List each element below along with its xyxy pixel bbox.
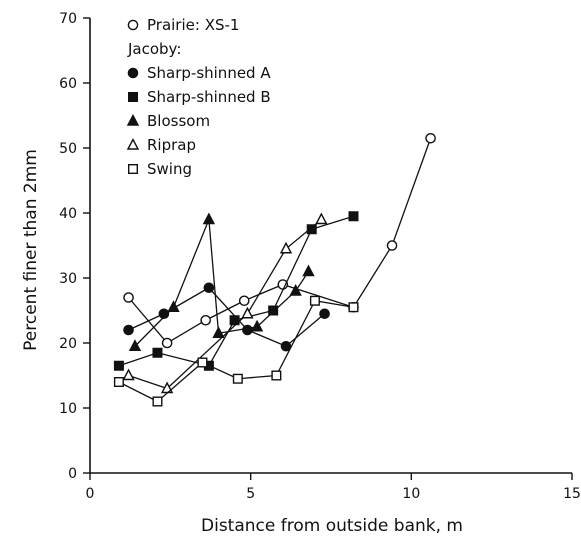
data-point — [241, 306, 254, 319]
y-tick-label: 60 — [59, 76, 77, 92]
legend-item: Riprap — [126, 136, 196, 154]
data-point — [229, 315, 240, 326]
y-tick-label: 40 — [59, 206, 77, 222]
data-point — [203, 282, 215, 294]
y-axis-label: Percent finer than 2mm — [21, 149, 41, 351]
legend-marker — [127, 91, 138, 102]
legend-group-label: Jacoby: — [127, 40, 181, 58]
legend-label: Prairie: XS-1 — [147, 16, 239, 34]
data-point — [425, 132, 436, 144]
legend-label: Sharp-shinned A — [147, 64, 271, 82]
tick-marks: 0 10 20 30 40 50 60 70 0 5 10 15 — [59, 11, 581, 502]
data-point — [306, 224, 317, 235]
legend-item: Blossom — [126, 112, 210, 130]
y-tick-label: 70 — [59, 11, 77, 27]
data-point — [250, 319, 264, 332]
legend: Prairie: XS-1 Jacoby: Sharp-shinned A Sharp… — [126, 16, 271, 178]
y-tick-label: 50 — [59, 141, 77, 157]
data-point — [302, 264, 315, 277]
legend-item: Swing — [127, 160, 192, 178]
data-point — [268, 305, 279, 316]
series-2 — [123, 282, 330, 352]
data-point — [152, 347, 163, 358]
series-6 — [113, 295, 359, 407]
x-tick-label: 15 — [563, 486, 581, 502]
legend-marker — [127, 67, 139, 79]
data-point — [280, 340, 292, 352]
y-tick-label: 20 — [59, 336, 77, 352]
data-point — [232, 373, 243, 384]
legend-label: Sharp-shinned B — [147, 88, 271, 106]
data-point — [348, 211, 359, 222]
series-5 — [122, 212, 328, 394]
data-point — [113, 360, 124, 371]
legend-item: Prairie: XS-1 — [127, 16, 239, 34]
legend-marker — [126, 137, 140, 150]
data-point — [158, 308, 170, 320]
data-point — [161, 337, 173, 349]
data-point — [197, 357, 208, 368]
data-point — [271, 370, 282, 381]
data-point — [202, 212, 216, 225]
legend-marker — [126, 113, 140, 126]
legend-label: Swing — [147, 160, 192, 178]
series-layer — [113, 132, 436, 407]
y-tick-label: 30 — [59, 271, 77, 287]
legend-marker — [127, 163, 138, 174]
x-tick-label: 10 — [402, 486, 420, 502]
series-4 — [128, 212, 315, 351]
data-point — [167, 300, 180, 312]
data-point — [122, 368, 135, 381]
data-point — [113, 377, 124, 388]
data-point — [242, 324, 253, 336]
x-tick-label: 0 — [86, 486, 95, 502]
axes — [89, 18, 572, 474]
data-point — [152, 396, 163, 407]
series-line — [128, 138, 432, 344]
legend-item: Sharp-shinned B — [127, 88, 271, 106]
legend-marker — [127, 19, 139, 31]
data-point — [200, 314, 211, 326]
legend-label: Blossom — [147, 112, 210, 130]
data-point — [319, 308, 330, 320]
legend-item: Sharp-shinned A — [127, 64, 271, 82]
data-point — [123, 292, 134, 303]
data-point — [309, 295, 320, 306]
data-point — [212, 326, 225, 338]
series-line — [128, 218, 322, 390]
data-point — [348, 302, 359, 313]
data-point — [289, 283, 302, 296]
data-point — [279, 241, 293, 254]
y-tick-label: 0 — [68, 466, 77, 482]
series-line — [128, 286, 325, 348]
data-point — [123, 324, 134, 336]
data-point — [128, 339, 142, 351]
y-tick-label: 10 — [59, 401, 77, 417]
data-point — [386, 240, 398, 251]
x-axis-label: Distance from outside bank, m — [201, 516, 463, 536]
x-tick-label: 5 — [246, 486, 255, 502]
data-point — [238, 295, 250, 307]
legend-label: Riprap — [147, 136, 196, 154]
series-3 — [113, 211, 359, 371]
data-point — [315, 212, 328, 225]
series-line — [118, 215, 354, 367]
